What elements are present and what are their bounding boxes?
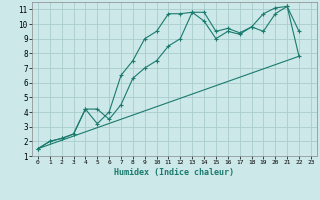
X-axis label: Humidex (Indice chaleur): Humidex (Indice chaleur) [115, 168, 234, 177]
